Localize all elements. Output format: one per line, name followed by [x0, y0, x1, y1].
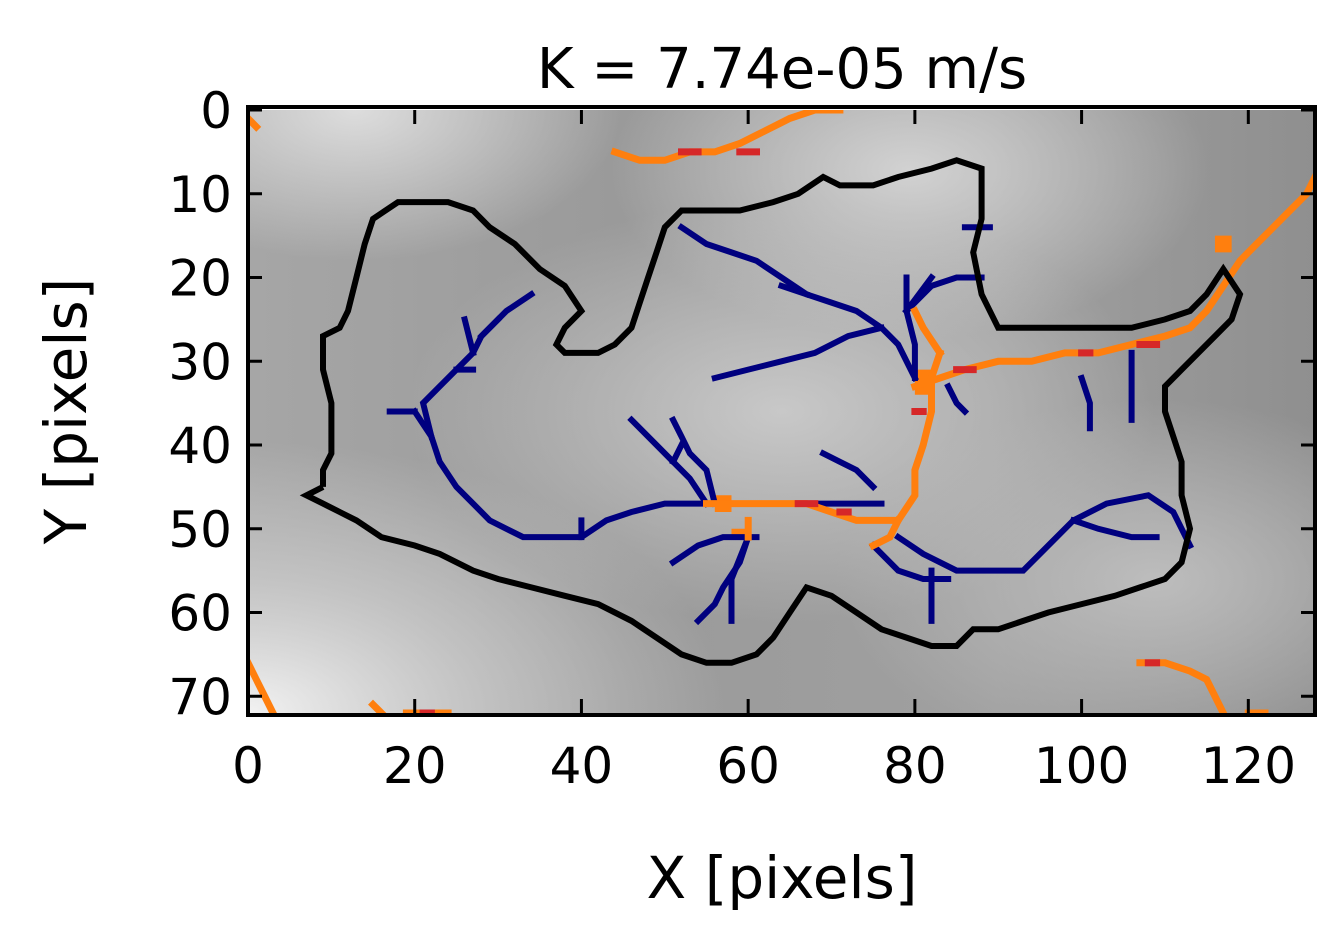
blue-channel-segment — [1069, 516, 1160, 541]
y-tick-label: 60 — [168, 585, 232, 643]
plot-frame — [246, 105, 1317, 717]
x-axis-ticks: 0 20 40 60 80 100 120 — [232, 110, 1296, 795]
x-axis-label: X [pixels] — [647, 844, 918, 912]
orange-channel-blob — [731, 528, 749, 538]
blue-channel-segment — [902, 273, 936, 316]
blue-channel-segment — [477, 315, 503, 341]
blue-channel-segment — [868, 541, 952, 582]
blue-channel-segment — [819, 449, 878, 492]
orange-channel-blob — [1214, 235, 1232, 253]
blue-channel-segment — [777, 282, 811, 299]
orange-channel-segment — [1136, 659, 1228, 713]
orange-channel-segment — [368, 699, 387, 713]
orange-channel-segment — [610, 110, 844, 164]
y-tick-label: 40 — [168, 417, 232, 475]
blue-channel-segment — [669, 440, 686, 466]
x-tick-label: 120 — [1201, 737, 1296, 795]
orange-channel-segment — [910, 172, 1315, 391]
chart-title: K = 7.74e-05 m/s — [537, 37, 1027, 102]
orange-channel-segment — [868, 515, 903, 551]
blue-channel-segment — [410, 407, 710, 541]
blue-channel-segment — [668, 534, 760, 567]
x-tick-label: 60 — [716, 737, 780, 795]
x-tick-label: 20 — [383, 737, 447, 795]
y-tick-label: 50 — [168, 501, 232, 559]
y-axis-label: Y [pixels] — [32, 278, 100, 546]
blue-channel-segment — [728, 533, 753, 624]
blue-channel-segment — [711, 324, 886, 382]
orange-channel-segment — [703, 348, 945, 524]
basin-boundary-line — [299, 157, 1244, 666]
blue-channel-segment — [461, 315, 477, 357]
blue-channel-segment — [944, 382, 970, 416]
y-tick-label: 30 — [168, 333, 232, 391]
blue-channel-segment — [894, 492, 1195, 574]
x-tick-label: 80 — [883, 737, 947, 795]
blue-channel-segment — [903, 274, 918, 381]
y-tick-label: 10 — [168, 166, 232, 224]
y-tick-label: 70 — [168, 668, 232, 726]
y-tick-label: 20 — [168, 250, 232, 308]
blue-channel-segment — [419, 290, 536, 441]
channel-network — [248, 110, 1315, 713]
y-tick-label: 0 — [200, 82, 232, 140]
y-axis-ticks: 0 10 20 30 40 50 60 70 — [168, 82, 1315, 726]
blue-channel-segment — [669, 415, 719, 508]
x-tick-label: 100 — [1034, 737, 1129, 795]
basin-boundary — [299, 157, 1244, 666]
blue-channel-segment — [1077, 374, 1093, 432]
x-tick-label: 40 — [550, 737, 614, 795]
orange-channel-segment — [910, 306, 945, 358]
orange-channel-segment — [248, 658, 277, 713]
x-tick-label: 0 — [232, 737, 264, 795]
